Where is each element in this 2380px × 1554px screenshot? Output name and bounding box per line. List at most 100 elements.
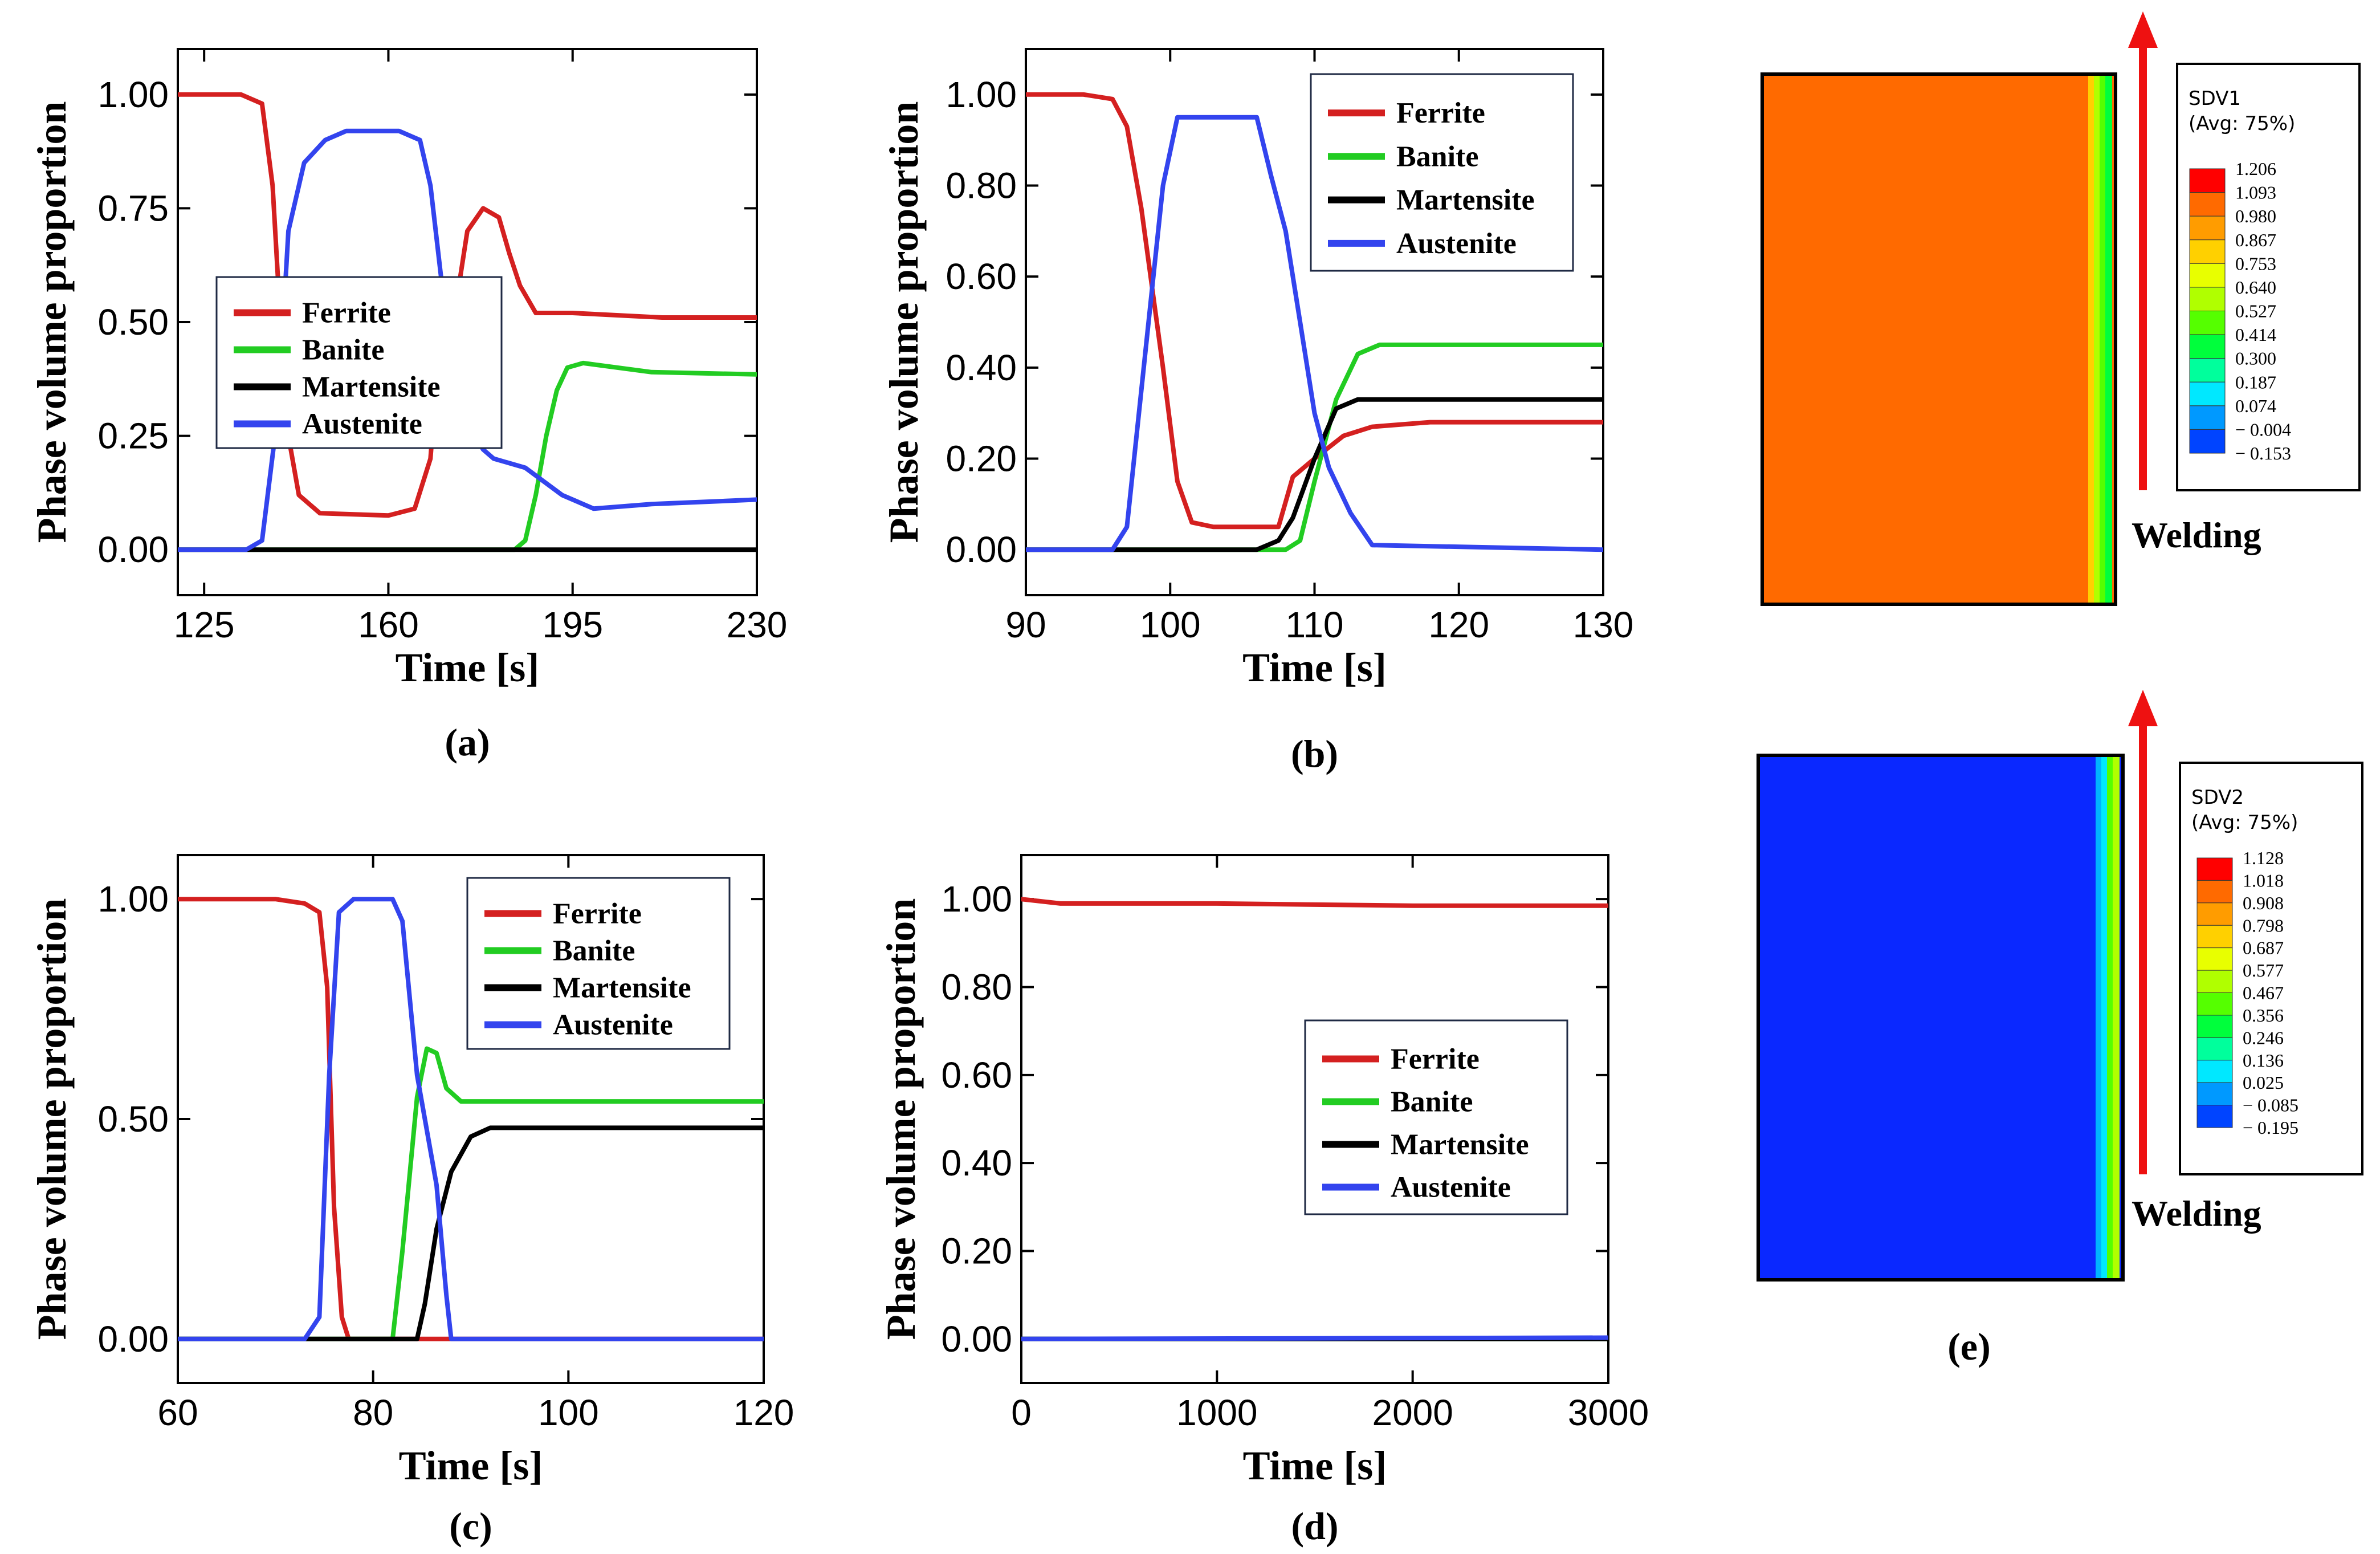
colorbar-level-label: 1.093 (2235, 182, 2276, 203)
colorbar-swatch (2189, 168, 2226, 193)
colorbar-swatch (2189, 192, 2226, 217)
chart-b: 0.00 0.20 0.40 0.60 0.80 1.00 90 100 110 120 130 Fe… (881, 48, 1633, 775)
y-tick-label: 0.25 (97, 416, 169, 457)
legend-label-ferrite: Ferrite (553, 898, 642, 930)
series-line-austenite (1026, 115, 1603, 552)
legend-label-austenite: Austenite (302, 408, 422, 441)
line-charts: 0.00 0.25 0.50 0.75 1.00 125 160 195 230 Ferrite B… (29, 48, 1649, 1548)
colorbar-level-label: 1.018 (2243, 870, 2284, 890)
legend: Ferrite Banite Martensite Austenite (1310, 73, 1574, 272)
colorbar-level-label: 0.074 (2235, 396, 2276, 416)
series-line-banite (178, 1046, 764, 1341)
x-tick-label: 60 (157, 1392, 198, 1433)
chart-d: 0.00 0.20 0.40 0.60 0.80 1.00 0 1000 2000 3000 Fer… (878, 854, 1649, 1548)
legend: Ferrite Banite Martensite Austenite (1304, 1019, 1568, 1215)
y-tick-label: 0.50 (97, 1099, 169, 1140)
legend-box (1310, 73, 1574, 272)
weld-zone-band (2100, 74, 2106, 604)
y-axis-label: Phase volume proportion (878, 898, 924, 1340)
contour-field (1758, 755, 2123, 1280)
y-tick-label: 0.00 (97, 529, 169, 570)
x-tick-label: 90 (1005, 604, 1046, 645)
series-group (1021, 897, 1608, 1341)
colorbar-swatch (2196, 1082, 2233, 1106)
weld-zone-band (2096, 755, 2102, 1280)
colorbar-level-label: 0.753 (2235, 253, 2276, 274)
series-group (178, 897, 764, 1341)
colorbar-level-label: 0.414 (2235, 324, 2276, 345)
legend-label-austenite: Austenite (1396, 227, 1517, 260)
colorbar-swatch (2189, 287, 2226, 311)
x-axis-label: Time [s] (399, 1443, 543, 1488)
x-tick-label: 80 (353, 1392, 393, 1433)
colorbar-swatch (2196, 992, 2233, 1016)
y-tick-label: 1.00 (97, 74, 169, 115)
colorbar-level-label: 0.867 (2235, 230, 2276, 250)
weld-zone-band (2113, 755, 2120, 1280)
x-tick-label: 100 (538, 1392, 599, 1433)
panel-caption: (a) (445, 721, 490, 764)
colorbar-swatch (2196, 1037, 2233, 1061)
contour-field (1762, 74, 2116, 604)
y-axis-label: Phase volume proportion (29, 101, 75, 543)
plot-area (1020, 854, 1609, 1384)
contour-panel-sdv1: Welding SDV1(Avg: 75%) 1.206 1.093 0.980 0.86… (1760, 11, 2361, 606)
legend-box (466, 877, 731, 1050)
x-tick-label: 125 (174, 604, 235, 645)
colorbar-level-label: 0.908 (2243, 893, 2284, 913)
x-tick-label: 160 (358, 604, 419, 645)
legend-label-ferrite: Ferrite (1391, 1043, 1480, 1076)
legend-label-banite: Banite (1391, 1086, 1473, 1118)
x-axis-label: Time [s] (1242, 645, 1387, 690)
x-tick-label: 3000 (1568, 1392, 1649, 1433)
x-tick-label: 195 (542, 604, 603, 645)
series-line-martensite (178, 1125, 764, 1341)
colorbar-swatch (2189, 311, 2226, 335)
colorbar-level-label: 0.527 (2235, 301, 2276, 322)
colorbar-swatch (2189, 334, 2226, 359)
colorbar-level-label: 0.356 (2243, 1005, 2284, 1026)
y-tick-label: 0.75 (97, 188, 169, 229)
x-tick-label: 120 (1428, 604, 1489, 645)
panel-caption: (e) (1947, 1325, 1990, 1368)
colorbar-swatch (2196, 857, 2233, 881)
colorbar-swatch (2196, 947, 2233, 971)
legend: Ferrite Banite Martensite Austenite (466, 877, 731, 1050)
arrow-head-icon (2128, 11, 2158, 48)
colorbar-level-label: − 0.085 (2243, 1095, 2299, 1116)
welding-label: Welding (2132, 1193, 2261, 1234)
y-tick-label: 0.80 (941, 967, 1012, 1008)
series-line-banite (178, 360, 757, 552)
series-group (1026, 92, 1603, 552)
y-axis-label: Phase volume proportion (881, 101, 927, 543)
y-tick-label: 1.00 (941, 878, 1012, 920)
colorbar-swatch (2189, 429, 2226, 454)
y-tick-label: 0.00 (97, 1319, 169, 1360)
series-line-ferrite (1026, 92, 1603, 530)
weld-zone-band (2105, 74, 2112, 604)
colorbar-swatch (2189, 239, 2226, 264)
legend-label-martensite: Martensite (1396, 184, 1535, 217)
contour-border (1757, 754, 2125, 1282)
weld-zone-band (2107, 755, 2114, 1280)
series-line-banite (1026, 342, 1603, 552)
colorbar-level-label: 0.577 (2243, 960, 2284, 981)
series-line-austenite (1021, 1335, 1608, 1341)
x-tick-label: 2000 (1372, 1392, 1453, 1433)
colorbar-swatch (2196, 880, 2233, 904)
series-line-ferrite (1021, 897, 1608, 908)
y-tick-label: 0.00 (946, 529, 1017, 570)
panel-caption: (d) (1291, 1504, 1338, 1548)
colorbar-subtitle: (Avg: 75%) (2189, 112, 2295, 135)
y-tick-label: 0.00 (941, 1319, 1012, 1360)
colorbar-level-label: 0.246 (2243, 1027, 2284, 1048)
chart-c: 0.00 0.50 1.00 60 80 100 120 Ferrite Banite Marte… (29, 854, 794, 1548)
x-tick-label: 0 (1011, 1392, 1032, 1433)
y-tick-label: 0.40 (946, 347, 1017, 388)
legend-label-martensite: Martensite (553, 972, 691, 1004)
colorbar-title: SDV2 (2191, 786, 2244, 809)
legend-box (215, 276, 503, 449)
